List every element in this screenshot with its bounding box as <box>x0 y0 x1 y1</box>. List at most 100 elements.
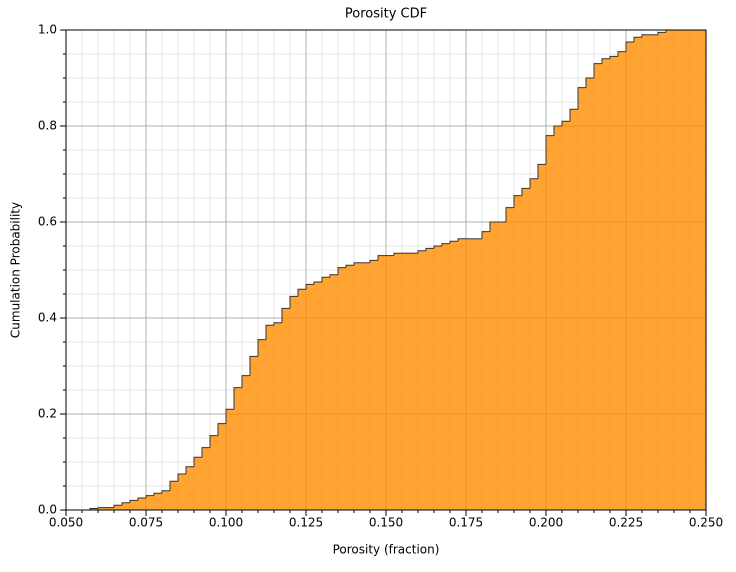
step-edge <box>177 473 186 482</box>
bar <box>242 375 250 510</box>
bar <box>642 34 650 511</box>
step-edge <box>281 307 290 323</box>
y-tick-label: 0.6 <box>38 215 57 229</box>
step-edge <box>129 499 138 503</box>
step-edge <box>593 63 602 78</box>
bar <box>626 42 634 510</box>
step-edge <box>329 274 338 278</box>
step-edge <box>633 36 642 42</box>
x-tick-label: 0.125 <box>289 516 323 530</box>
bar <box>474 238 482 511</box>
bar <box>418 250 426 511</box>
bar <box>306 284 314 510</box>
step-edge <box>321 276 330 282</box>
bar <box>386 255 394 510</box>
bar <box>378 255 386 510</box>
step-edge <box>545 135 554 165</box>
step-edge <box>369 259 378 263</box>
step-edge <box>305 283 314 290</box>
bar <box>426 248 434 510</box>
step-edge <box>513 195 522 208</box>
bar <box>98 507 106 510</box>
bar <box>354 262 362 510</box>
step-edge <box>113 504 122 508</box>
x-tick-label: 0.150 <box>369 516 403 530</box>
bar <box>122 502 130 510</box>
bar <box>554 126 562 510</box>
y-tick-label: 0.8 <box>38 119 57 133</box>
bar <box>298 289 306 510</box>
bar <box>106 507 114 510</box>
bar <box>274 322 282 510</box>
bar <box>394 253 402 510</box>
bar <box>586 78 594 510</box>
step-edge <box>169 480 178 491</box>
step-edge <box>353 262 362 266</box>
bar <box>346 265 354 510</box>
y-tick-label: 0.2 <box>38 407 57 421</box>
bar <box>442 243 450 510</box>
x-tick-label: 0.175 <box>449 516 483 530</box>
bar <box>658 32 666 511</box>
step-edge <box>537 163 546 179</box>
bar <box>330 274 338 510</box>
step-edge <box>457 238 466 242</box>
bar <box>202 447 210 510</box>
step-edge <box>121 502 130 506</box>
x-axis-label: Porosity (fraction) <box>333 543 440 557</box>
bar <box>146 495 154 510</box>
step-edge <box>153 492 162 496</box>
bar <box>266 325 274 510</box>
bar <box>570 109 578 510</box>
bar <box>538 164 546 510</box>
step-edge <box>257 339 266 357</box>
step-edge <box>249 355 258 376</box>
step-edge <box>273 322 282 326</box>
bar <box>506 207 514 510</box>
step-edge <box>569 108 578 122</box>
x-tick-label: 0.200 <box>529 516 563 530</box>
bar <box>698 30 706 510</box>
step-edge <box>585 77 594 88</box>
bar <box>578 87 586 510</box>
bar <box>490 222 498 510</box>
y-tick-label: 0.0 <box>38 503 57 517</box>
bar <box>370 260 378 510</box>
bar <box>322 277 330 510</box>
step-edge <box>521 187 530 196</box>
bar <box>362 262 370 510</box>
bar <box>90 508 98 510</box>
step-edge <box>233 387 242 410</box>
bar <box>402 253 410 510</box>
step-edge <box>601 58 610 64</box>
bar <box>498 222 506 510</box>
bar <box>514 195 522 510</box>
bar <box>314 282 322 510</box>
step-edge <box>297 288 306 297</box>
bar <box>602 58 610 511</box>
step-edge <box>209 435 218 448</box>
step-edge <box>313 281 322 285</box>
bar <box>250 356 258 510</box>
bar <box>338 267 346 510</box>
bar <box>234 387 242 510</box>
step-edge <box>377 255 386 261</box>
bar <box>282 308 290 510</box>
bar <box>522 188 530 510</box>
bar <box>610 56 618 511</box>
bar <box>690 30 698 510</box>
bar <box>154 493 162 510</box>
bar <box>258 339 266 510</box>
bar <box>434 246 442 510</box>
step-edge <box>561 120 570 126</box>
step-edge <box>145 495 154 498</box>
bar <box>186 466 194 510</box>
step-edge <box>529 178 538 189</box>
bar <box>410 253 418 510</box>
bar <box>226 409 234 510</box>
bar <box>162 490 170 510</box>
step-edge <box>417 250 426 254</box>
step-edge <box>393 252 402 256</box>
step-edge <box>617 51 626 57</box>
